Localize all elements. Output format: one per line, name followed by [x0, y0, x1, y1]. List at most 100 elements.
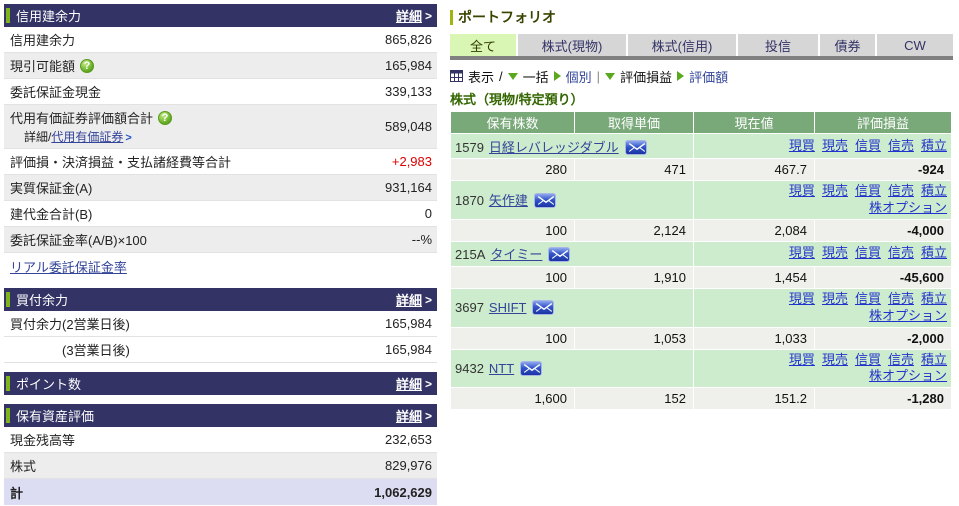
tab-5[interactable]: CW	[877, 34, 953, 56]
holding-data-row: 100 1,910 1,454 -45,600	[451, 266, 951, 288]
margin-buy-link[interactable]: 信買	[854, 245, 881, 261]
section-assets: 保有資産評価 詳細 > 現金残高等 232,653 株式 829,976 計 1,062,629	[4, 404, 437, 505]
holding-data-row: 1,600 152 151.2 -1,280	[451, 388, 951, 410]
row-value: 829,976	[385, 458, 432, 473]
accumulate-link[interactable]: 積立	[920, 137, 947, 153]
mail-icon[interactable]	[548, 247, 571, 263]
tab-0[interactable]: 全て	[450, 34, 516, 56]
help-icon[interactable]: ?	[158, 110, 173, 125]
stock-cell: 215A タイミー	[451, 241, 693, 266]
accumulate-link[interactable]: 積立	[920, 183, 947, 198]
cash-buy-link[interactable]: 現買	[788, 137, 815, 153]
data-row: 現金残高等 232,653	[4, 427, 437, 453]
section-points: ポイント数 詳細 >	[4, 372, 437, 395]
cash-sell-link[interactable]: 現売	[821, 183, 848, 198]
portfolio-panel: ポートフォリオ 全て 株式(現物) 株式(信用) 投信 債券 CW 表示 / 一括 個別 …	[450, 8, 955, 411]
row-label-line: 現金残高等	[10, 430, 385, 449]
individual-mode-link[interactable]: 個別	[565, 69, 592, 85]
row-label-wrap: リアル委託保証金率	[10, 257, 432, 276]
cash-buy-link[interactable]: 現買	[788, 183, 815, 198]
chevron-right-icon: >	[424, 292, 432, 307]
margin-sell-link[interactable]: 信売	[887, 137, 914, 153]
tab-4[interactable]: 債券	[820, 34, 875, 56]
stock-name-link[interactable]: タイミー	[490, 247, 543, 263]
data-row: 建代金合計(B) 0	[4, 201, 437, 227]
detail-link-points[interactable]: 詳細	[395, 377, 422, 392]
margin-sell-link[interactable]: 信売	[887, 351, 914, 367]
section-header-assets: 保有資産評価 詳細 >	[4, 404, 437, 427]
qty-cell: 100	[451, 266, 574, 288]
row-value: +2,983	[391, 154, 432, 169]
avg-cost-cell: 471	[575, 159, 693, 180]
mail-icon[interactable]	[532, 300, 555, 316]
cash-sell-link[interactable]: 現売	[821, 290, 848, 306]
col-header-3: 評価損益	[815, 112, 951, 133]
stock-name-link[interactable]: NTT	[488, 360, 515, 376]
row-label: 評価損・決済損益・支払諸経費等合計	[10, 155, 232, 170]
data-row: (3営業日後) 165,984	[4, 337, 437, 363]
qty-cell: 1,600	[451, 388, 574, 410]
real-margin-ratio-link[interactable]: リアル委託保証金率	[10, 259, 127, 275]
row-label-line: 建代金合計(B)	[10, 204, 425, 223]
tab-3[interactable]: 投信	[738, 34, 818, 56]
stock-option-link[interactable]: 株オプション	[868, 307, 947, 323]
help-icon[interactable]: ?	[80, 58, 95, 73]
stock-cell: 3697 SHIFT	[451, 288, 693, 327]
cash-buy-link[interactable]: 現買	[788, 351, 815, 367]
trade-links-line: 現買 現売 信買 信売 積立	[782, 138, 947, 153]
collateral-detail-link[interactable]: 代用有価証券	[51, 130, 124, 144]
data-row: 計 1,062,629	[4, 479, 437, 505]
row-label-line: 代用有価証券評価額合計?	[10, 108, 385, 127]
holding-data-row: 280 471 467.7 -924	[451, 159, 951, 180]
mail-icon[interactable]	[533, 193, 556, 209]
data-row: リアル委託保証金率	[4, 253, 437, 279]
margin-buy-link[interactable]: 信買	[854, 351, 881, 367]
stock-name-link[interactable]: 日経レバレッジダブル	[488, 139, 619, 155]
stock-code: 3697	[455, 300, 484, 316]
row-value: 165,984	[385, 316, 432, 331]
margin-sell-link[interactable]: 信売	[887, 245, 914, 261]
accumulate-link[interactable]: 積立	[920, 290, 947, 306]
cash-sell-link[interactable]: 現売	[821, 351, 848, 367]
detail-link-margin-power[interactable]: 詳細	[395, 9, 422, 24]
cash-buy-link[interactable]: 現買	[788, 290, 815, 306]
stock-name-link[interactable]: SHIFT	[488, 300, 527, 316]
stock-option-link[interactable]: 株オプション	[868, 368, 947, 384]
mail-icon[interactable]	[520, 360, 543, 376]
section-title: 買付余力	[16, 293, 69, 308]
avg-cost-cell: 1,910	[575, 266, 693, 288]
trade-links-cell: 現買 現売 信買 信売 積立	[694, 241, 951, 266]
margin-sell-link[interactable]: 信売	[887, 290, 914, 306]
portfolio-tabs: 全て 株式(現物) 株式(信用) 投信 債券 CW	[450, 34, 953, 56]
cash-buy-link[interactable]: 現買	[788, 245, 815, 261]
margin-buy-link[interactable]: 信買	[854, 290, 881, 306]
data-row: 評価損・決済損益・支払諸経費等合計 +2,983	[4, 149, 437, 175]
margin-buy-link[interactable]: 信買	[854, 137, 881, 153]
cash-sell-link[interactable]: 現売	[821, 245, 848, 261]
tab-1[interactable]: 株式(現物)	[518, 34, 626, 56]
section-buying-power: 買付余力 詳細 > 買付余力(2営業日後) 165,984 (3営業日後) 165,984	[4, 288, 437, 363]
row-label: 現金残高等	[10, 433, 76, 448]
accumulate-link[interactable]: 積立	[920, 351, 947, 367]
accumulate-link[interactable]: 積立	[920, 245, 947, 261]
value-mode-link[interactable]: 評価額	[689, 69, 729, 85]
detail-link-buying-power[interactable]: 詳細	[395, 293, 422, 308]
row-label-line: 現引可能額?	[10, 56, 385, 75]
cash-sell-link[interactable]: 現売	[821, 137, 848, 153]
stock-option-link[interactable]: 株オプション	[868, 199, 947, 215]
col-header-2: 現在値	[694, 112, 814, 133]
section-title: ポイント数	[16, 377, 82, 392]
margin-sell-link[interactable]: 信売	[887, 183, 914, 198]
margin-buy-link[interactable]: 信買	[854, 183, 881, 198]
holding-name-row: 1870 矢作建 現買 現売 信買 信売 積立 株オプション	[451, 181, 951, 219]
option-link-line: 株オプション	[698, 200, 947, 217]
mail-icon[interactable]	[624, 139, 647, 155]
tab-2[interactable]: 株式(信用)	[628, 34, 736, 56]
stock-name-link[interactable]: 矢作建	[488, 193, 528, 209]
row-label-line: 買付余力(2営業日後)	[10, 314, 385, 333]
col-header-1: 取得単価	[575, 112, 693, 133]
row-value: 1,062,629	[374, 484, 432, 500]
detail-link-assets[interactable]: 詳細	[395, 409, 422, 424]
data-row: 実質保証金(A) 931,164	[4, 175, 437, 201]
